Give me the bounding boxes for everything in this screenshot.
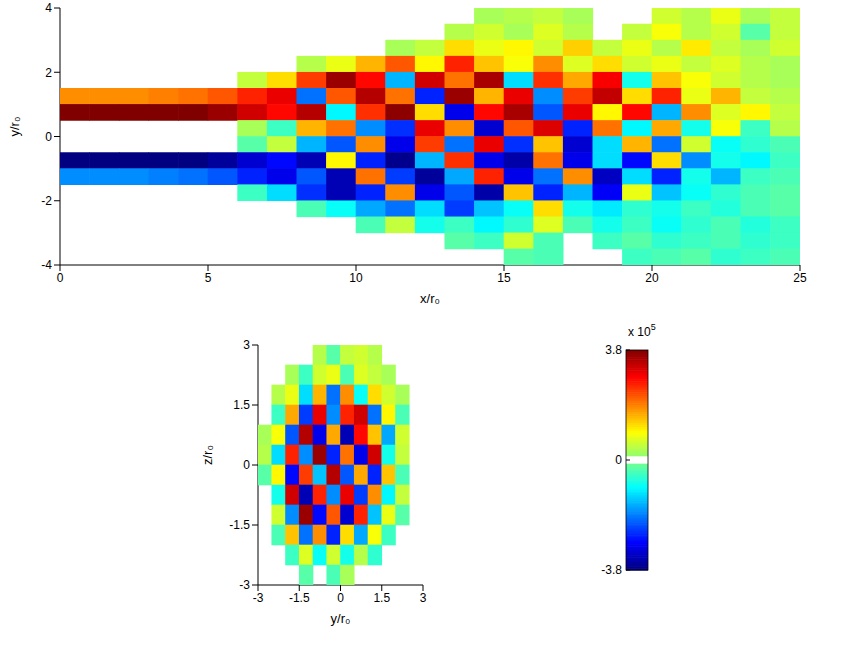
svg-text:-3.8: -3.8 — [601, 563, 622, 577]
svg-text:x 105: x 105 — [628, 322, 656, 339]
svg-text:10: 10 — [349, 271, 363, 285]
svg-text:-3: -3 — [253, 591, 264, 605]
svg-text:-3: -3 — [239, 578, 250, 592]
svg-text:20: 20 — [645, 271, 659, 285]
svg-text:z/r₀: z/r₀ — [200, 445, 215, 465]
svg-text:4: 4 — [45, 1, 52, 15]
svg-text:0: 0 — [45, 130, 52, 144]
svg-text:2: 2 — [45, 66, 52, 80]
svg-text:0: 0 — [243, 458, 250, 472]
svg-text:-2: -2 — [41, 194, 52, 208]
svg-text:-1.5: -1.5 — [229, 518, 250, 532]
svg-text:-4: -4 — [41, 258, 52, 272]
svg-text:1.5: 1.5 — [373, 591, 390, 605]
svg-text:25: 25 — [793, 271, 807, 285]
svg-text:0: 0 — [57, 271, 64, 285]
svg-text:y/r₀: y/r₀ — [331, 611, 351, 626]
svg-text:3: 3 — [420, 591, 427, 605]
svg-text:15: 15 — [497, 271, 511, 285]
svg-text:y/r₀: y/r₀ — [7, 117, 22, 137]
svg-text:5: 5 — [205, 271, 212, 285]
svg-text:0: 0 — [615, 453, 622, 467]
svg-text:3.8: 3.8 — [605, 343, 622, 357]
svg-text:0: 0 — [337, 591, 344, 605]
svg-text:1.5: 1.5 — [233, 398, 250, 412]
svg-text:3: 3 — [243, 338, 250, 352]
svg-text:x/r₀: x/r₀ — [420, 291, 440, 306]
svg-text:-1.5: -1.5 — [289, 591, 310, 605]
